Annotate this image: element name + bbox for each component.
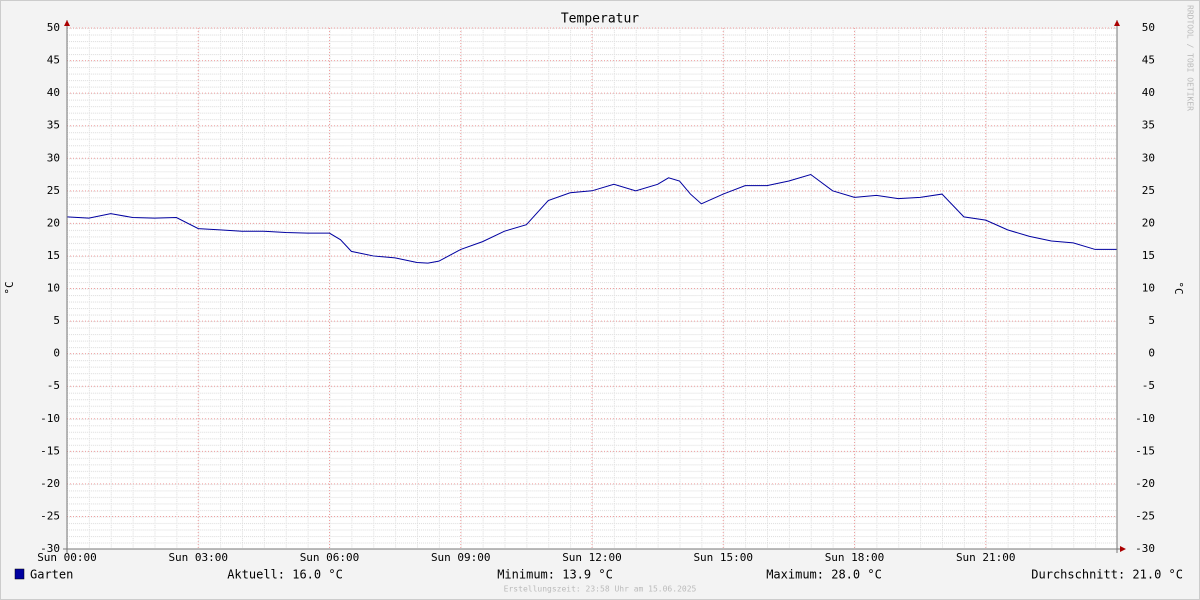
y2-tick-label: 45	[1142, 54, 1155, 67]
legend-stat: Minimum: 13.9 °C	[497, 568, 613, 582]
y2-tick-label: -5	[1142, 379, 1155, 392]
x-tick-label: Sun 12:00	[562, 551, 622, 564]
y2-tick-label: 0	[1148, 347, 1155, 360]
x-tick-label: Sun 21:00	[956, 551, 1016, 564]
y2-tick-label: 20	[1142, 216, 1155, 229]
chart-title: Temperatur	[561, 12, 639, 27]
y2-tick-label: 5	[1148, 314, 1155, 327]
x-tick-label: Sun 03:00	[168, 551, 228, 564]
y-tick-label: 30	[47, 151, 60, 164]
footer: Erstellungszeit: 23:58 Uhr am 15.06.2025	[504, 585, 697, 594]
y-tick-label: 15	[47, 249, 60, 262]
y-tick-label: 35	[47, 119, 60, 132]
series-line	[66, 173, 1117, 264]
y2-tick-label: 25	[1142, 184, 1155, 197]
watermark: RRDTOOL / TOBI OETIKER	[1186, 5, 1195, 111]
y2-tick-label: 35	[1142, 119, 1155, 132]
y2-tick-label: -30	[1135, 542, 1155, 555]
y-tick-label: -25	[40, 509, 60, 522]
legend-stat: Maximum: 28.0 °C	[766, 568, 882, 582]
y2-tick-label: -25	[1135, 509, 1155, 522]
x-tick-label: Sun 18:00	[825, 551, 885, 564]
y-tick-label: 50	[47, 21, 60, 34]
y2-tick-label: 50	[1142, 21, 1155, 34]
x-tick-label: Sun 06:00	[300, 551, 360, 564]
y-tick-label: -10	[40, 412, 60, 425]
y2-tick-label: 30	[1142, 151, 1155, 164]
y-tick-label: -20	[40, 477, 60, 490]
y-tick-label: 40	[47, 86, 60, 99]
legend-swatch	[14, 568, 25, 580]
y2-axis-label: °C	[1172, 281, 1185, 294]
legend-label: Garten	[30, 568, 73, 582]
y-tick-label: 20	[47, 216, 60, 229]
x-tick-label: Sun 09:00	[431, 551, 491, 564]
y2-tick-label: 10	[1142, 282, 1155, 295]
y2-tick-label: 15	[1142, 249, 1155, 262]
x-tick-label: Sun 15:00	[693, 551, 753, 564]
y2-tick-label: -15	[1135, 444, 1155, 457]
y2-tick-label: -20	[1135, 477, 1155, 490]
y-tick-label: 5	[53, 314, 60, 327]
y-tick-label: -5	[47, 379, 60, 392]
y2-tick-label: -10	[1135, 412, 1155, 425]
y-tick-label: 0	[53, 347, 60, 360]
y-tick-label: 25	[47, 184, 60, 197]
x-tick-label: Sun 00:00	[37, 551, 97, 564]
legend-stat: Aktuell: 16.0 °C	[227, 568, 343, 582]
y-tick-label: -30	[40, 542, 60, 555]
y-tick-label: 10	[47, 282, 60, 295]
y-tick-label: 45	[47, 54, 60, 67]
y-tick-label: -15	[40, 444, 60, 457]
legend-stat: Durchschnitt: 21.0 °C	[1031, 568, 1183, 582]
y2-tick-label: 40	[1142, 86, 1155, 99]
y-axis-label: °C	[3, 281, 16, 294]
